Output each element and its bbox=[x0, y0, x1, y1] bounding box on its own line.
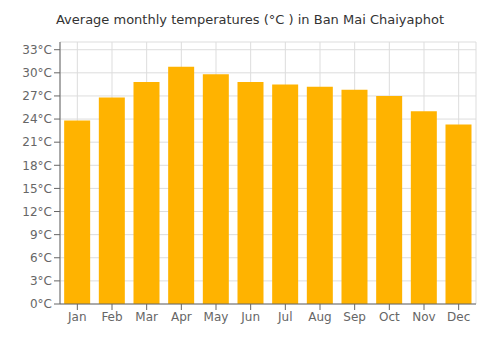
svg-text:12°C: 12°C bbox=[22, 205, 52, 219]
svg-text:Jul: Jul bbox=[277, 310, 292, 324]
svg-text:Jan: Jan bbox=[67, 310, 87, 324]
svg-text:Jun: Jun bbox=[240, 310, 260, 324]
svg-text:30°C: 30°C bbox=[22, 66, 52, 80]
svg-text:Oct: Oct bbox=[379, 310, 400, 324]
svg-text:May: May bbox=[204, 310, 229, 324]
svg-text:6°C: 6°C bbox=[30, 251, 52, 265]
svg-text:0°C: 0°C bbox=[30, 297, 52, 311]
svg-text:33°C: 33°C bbox=[22, 43, 52, 57]
svg-text:Feb: Feb bbox=[101, 310, 122, 324]
svg-text:3°C: 3°C bbox=[30, 274, 52, 288]
svg-text:15°C: 15°C bbox=[22, 182, 52, 196]
svg-text:Dec: Dec bbox=[447, 310, 470, 324]
svg-text:9°C: 9°C bbox=[30, 228, 52, 242]
svg-text:Apr: Apr bbox=[171, 310, 192, 324]
svg-text:21°C: 21°C bbox=[22, 135, 52, 149]
svg-text:18°C: 18°C bbox=[22, 159, 52, 173]
svg-text:Nov: Nov bbox=[412, 310, 435, 324]
svg-text:Sep: Sep bbox=[343, 310, 366, 324]
html-text:Average monthly temperatures (: Average monthly temperatures (°C ) in Ba… bbox=[56, 12, 444, 27]
svg-text:Mar: Mar bbox=[135, 310, 158, 324]
svg-text:24°C: 24°C bbox=[22, 112, 52, 126]
svg-text:Aug: Aug bbox=[308, 310, 331, 324]
svg-text:27°C: 27°C bbox=[22, 89, 52, 103]
